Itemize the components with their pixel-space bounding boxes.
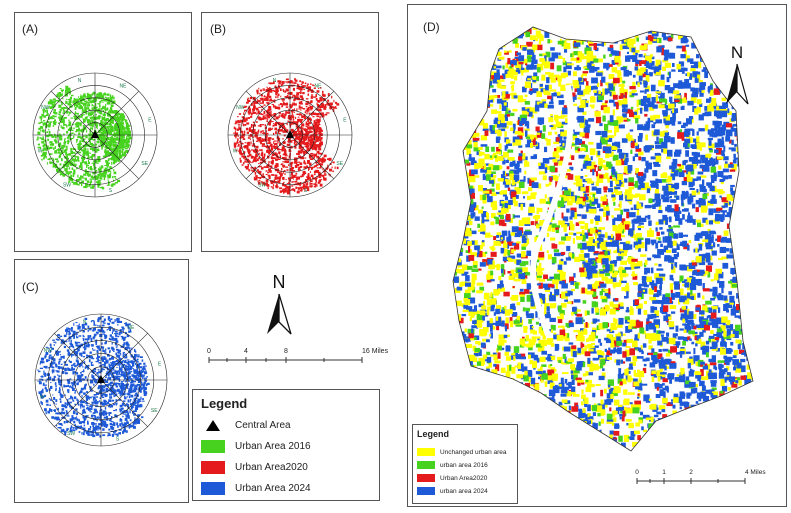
legend-item-unchanged: Unchanged urban area <box>417 447 507 457</box>
direction-label: SW <box>258 183 266 189</box>
panel-c-label: (C) <box>22 280 39 294</box>
legend-title: Legend <box>201 396 247 411</box>
legend-item-2020: Urban Area2020 <box>417 473 487 483</box>
direction-label: W <box>40 394 45 400</box>
legend-label: Urban Area 2016 <box>235 441 311 452</box>
north-arrow-label: N <box>273 272 286 292</box>
legend-swatch <box>201 461 225 474</box>
direction-label: E <box>343 118 347 124</box>
direction-label: E <box>148 118 152 124</box>
north-arrow-icon: N <box>262 270 296 338</box>
legend-swatch <box>201 482 225 495</box>
direction-label: N <box>273 78 277 84</box>
urban-change-raster <box>448 25 765 451</box>
direction-label: N <box>78 78 82 84</box>
scale-tick-16: 16 Miles <box>362 348 389 355</box>
legend-d: Legend Unchanged urban area urban area 2… <box>412 424 518 504</box>
legend-item-central-area: Central Area <box>201 418 291 432</box>
triangle-icon <box>201 419 225 432</box>
scale-tick-4: 4 Miles <box>745 469 766 476</box>
legend-item-2016: urban area 2016 <box>417 460 488 470</box>
legend-label: Unchanged urban area <box>440 449 507 456</box>
scale-bar: 0 4 8 16 Miles <box>200 344 390 368</box>
legend-label: Urban Area2020 <box>235 462 308 473</box>
direction-label: NE <box>127 325 135 331</box>
scale-tick-1: 1 <box>662 469 666 476</box>
direction-label: SW <box>63 183 71 189</box>
legend-label: urban area 2024 <box>440 488 488 495</box>
legend-item-2024: Urban Area 2024 <box>201 481 311 495</box>
panel-c: N NE E SE S SW W NW <box>14 259 189 503</box>
direction-label: S <box>116 437 120 443</box>
legend-label: urban area 2016 <box>440 462 488 469</box>
direction-label: N <box>83 319 87 325</box>
panel-d-label: (D) <box>423 20 440 34</box>
north-arrow-label: N <box>731 43 743 62</box>
urban-footprint <box>37 316 149 438</box>
legend-item-2016: Urban Area 2016 <box>201 439 311 453</box>
direction-label: SE <box>151 408 158 414</box>
legend-swatch <box>201 440 225 453</box>
scale-tick-4: 4 <box>244 348 248 355</box>
direction-label: NW <box>41 105 50 111</box>
direction-label: NE <box>120 83 128 89</box>
legend-swatch <box>417 487 435 495</box>
legend: Legend Central Area Urban Area 2016 Urba… <box>192 389 380 501</box>
panel-a-label: (A) <box>22 22 38 36</box>
radar-map-c: N NE E SE S SW W NW <box>15 260 190 504</box>
panel-b-label: (B) <box>210 22 226 36</box>
legend-swatch <box>417 448 435 456</box>
direction-label: SE <box>336 161 343 167</box>
scale-bar-d: 0 1 2 4 Miles <box>628 466 788 490</box>
direction-label: SW <box>67 431 75 437</box>
direction-label: W <box>233 148 238 154</box>
legend-item-2020: Urban Area2020 <box>201 460 308 474</box>
urban-footprint <box>36 86 131 190</box>
north-arrow-icon: N <box>722 42 752 108</box>
scale-tick-8: 8 <box>284 348 288 355</box>
legend-swatch <box>417 474 435 482</box>
direction-label: NW <box>44 348 53 354</box>
scale-tick-0: 0 <box>635 469 639 476</box>
legend-label: Urban Area2020 <box>440 475 487 482</box>
radar-map-a: N NE E SE S SW W NW <box>15 13 193 253</box>
direction-label: NW <box>236 105 245 111</box>
direction-label: W <box>38 148 43 154</box>
scale-tick-0: 0 <box>207 348 211 355</box>
panel-a: N NE E SE S SW W NW <box>14 12 192 252</box>
direction-label: E <box>158 362 162 368</box>
direction-label: NE <box>315 83 323 89</box>
legend-label: Urban Area 2024 <box>235 483 311 494</box>
legend-swatch <box>417 461 435 469</box>
legend-label: Central Area <box>235 420 291 431</box>
legend-title: Legend <box>417 429 449 439</box>
scale-tick-2: 2 <box>689 469 693 476</box>
direction-label: S <box>109 188 113 194</box>
legend-item-2024: urban area 2024 <box>417 486 488 496</box>
urban-footprint <box>233 78 339 194</box>
direction-label: SE <box>141 161 148 167</box>
